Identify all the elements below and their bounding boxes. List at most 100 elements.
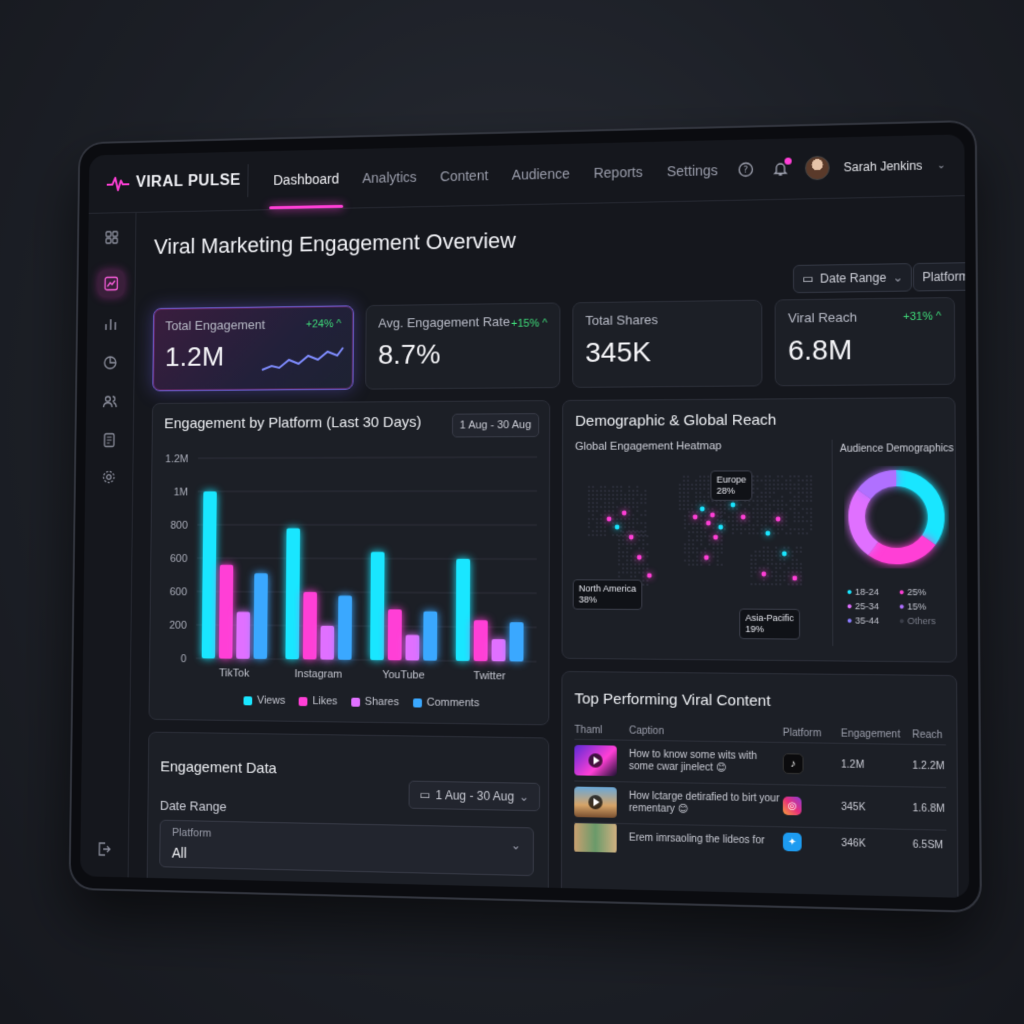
tab-reports[interactable]: Reports (593, 163, 643, 181)
region-europe[interactable]: Europe 28% (710, 470, 753, 501)
map-dot (752, 499, 755, 502)
grid-icon[interactable] (98, 224, 125, 251)
trend-icon[interactable] (97, 269, 125, 298)
logout-icon[interactable] (91, 835, 118, 863)
bar-likes[interactable] (302, 591, 318, 660)
legend-likes[interactable]: Likes (298, 695, 337, 707)
table-row[interactable]: Erem imrsaoling the lideos for ✦ 346K 6.… (574, 823, 946, 860)
tab-analytics[interactable]: Analytics (362, 169, 417, 186)
bar-shares[interactable] (236, 611, 251, 659)
bar-likes[interactable] (218, 564, 234, 659)
chevron-down-icon[interactable]: ⌄ (936, 159, 946, 171)
bell-icon[interactable] (770, 157, 792, 179)
region-asia-pacific[interactable]: Asia-Pacific 19% (739, 608, 801, 640)
bar-chart-icon[interactable] (97, 310, 124, 337)
map-dot (781, 503, 784, 506)
bar-views[interactable] (370, 551, 385, 661)
hotspot (740, 514, 746, 520)
map-dot (756, 511, 759, 515)
bar-shares[interactable] (491, 638, 506, 662)
tab-content[interactable]: Content (440, 167, 489, 185)
map-dot (777, 532, 780, 535)
avatar[interactable] (804, 155, 830, 181)
donut-slice[interactable] (896, 478, 936, 540)
tab-dashboard[interactable]: Dashboard (262, 149, 351, 209)
map-dot (632, 493, 635, 496)
map-dot (696, 559, 699, 562)
map-dot (634, 543, 637, 546)
map-dot (799, 579, 803, 582)
gear-icon[interactable] (95, 463, 122, 490)
donut-slice[interactable] (857, 494, 874, 548)
donut-slice[interactable] (873, 540, 929, 556)
bar-comments[interactable] (337, 595, 353, 660)
map-dot (731, 515, 735, 519)
map-dot (644, 497, 647, 501)
map-dot (634, 531, 637, 534)
map-dot (603, 525, 607, 529)
map-dot (686, 507, 690, 511)
map-dot (791, 550, 794, 553)
map-dot (756, 515, 759, 519)
bar-views[interactable] (285, 528, 301, 660)
map-dot (626, 551, 629, 554)
chevron-down-icon: ⌄ (510, 838, 521, 853)
video-thumbnail[interactable] (574, 823, 617, 854)
tab-settings[interactable]: Settings (666, 162, 718, 180)
kpi-total-shares[interactable]: Total Shares 345K (572, 299, 763, 388)
tab-audience[interactable]: Audience (511, 165, 570, 183)
user-name[interactable]: Sarah Jenkins (843, 158, 923, 175)
demographics-donut[interactable] (844, 466, 949, 569)
video-thumbnail[interactable] (574, 786, 617, 818)
date-range-select[interactable]: ▭ 1 Aug - 30 Aug ⌄ (408, 780, 541, 812)
map-dot (630, 563, 633, 566)
date-range-filter[interactable]: ▭ Date Range ⌄ (792, 263, 913, 294)
map-dot (772, 499, 776, 502)
map-dot (708, 559, 711, 562)
legend-comments[interactable]: Comments (412, 696, 479, 709)
bar-comments[interactable] (423, 611, 438, 661)
map-dot (720, 535, 723, 538)
map-dot (599, 529, 603, 533)
map-dot (716, 543, 719, 546)
platform-filter[interactable]: Platform ⌄ (912, 261, 970, 292)
map-dot (646, 579, 649, 582)
platform-select[interactable]: Platform All ⌄ (159, 819, 534, 877)
document-icon[interactable] (96, 427, 123, 454)
map-dot (599, 521, 603, 525)
bar-shares[interactable] (405, 634, 420, 661)
users-icon[interactable] (96, 388, 123, 415)
map-dot (700, 535, 703, 538)
map-dot (752, 511, 755, 515)
bar-shares[interactable] (320, 625, 335, 660)
bar-views[interactable] (455, 558, 471, 661)
map-dot (646, 563, 649, 566)
bar-likes[interactable] (387, 609, 402, 661)
map-dot (744, 528, 747, 531)
chart-range[interactable]: 1 Aug - 30 Aug (451, 413, 540, 438)
map-dot (607, 501, 611, 505)
map-dot (707, 499, 710, 502)
bar-comments[interactable] (509, 622, 524, 662)
help-icon[interactable]: ? (735, 159, 755, 179)
kpi-total-engagement[interactable]: Total Engagement 1.2M +24% ^ (152, 305, 355, 392)
map-dot (686, 487, 690, 490)
table-row[interactable]: How to know some wits with some cwar jin… (574, 739, 947, 789)
bar-likes[interactable] (473, 619, 488, 661)
legend-views[interactable]: Views (243, 694, 285, 707)
donut-slice[interactable] (864, 478, 896, 494)
kpi-avg-engagement-rate[interactable]: Avg. Engagement Rate 8.7% +15% ^ (365, 302, 561, 390)
map-dot (687, 551, 691, 554)
region-north-america[interactable]: North America 38% (572, 579, 643, 610)
bar-comments[interactable] (253, 573, 268, 659)
legend-shares[interactable]: Shares (351, 696, 399, 708)
map-dot (678, 483, 682, 486)
kpi-viral-reach[interactable]: Viral Reach 6.8M +31% ^ (774, 297, 956, 387)
pie-chart-icon[interactable] (97, 349, 124, 376)
map-dot (620, 509, 623, 513)
logo[interactable]: VIRAL PULSE (88, 164, 249, 201)
bar-views[interactable] (201, 491, 217, 659)
video-thumbnail[interactable] (574, 744, 617, 777)
map-dot (797, 511, 800, 515)
map-dot (716, 551, 719, 554)
